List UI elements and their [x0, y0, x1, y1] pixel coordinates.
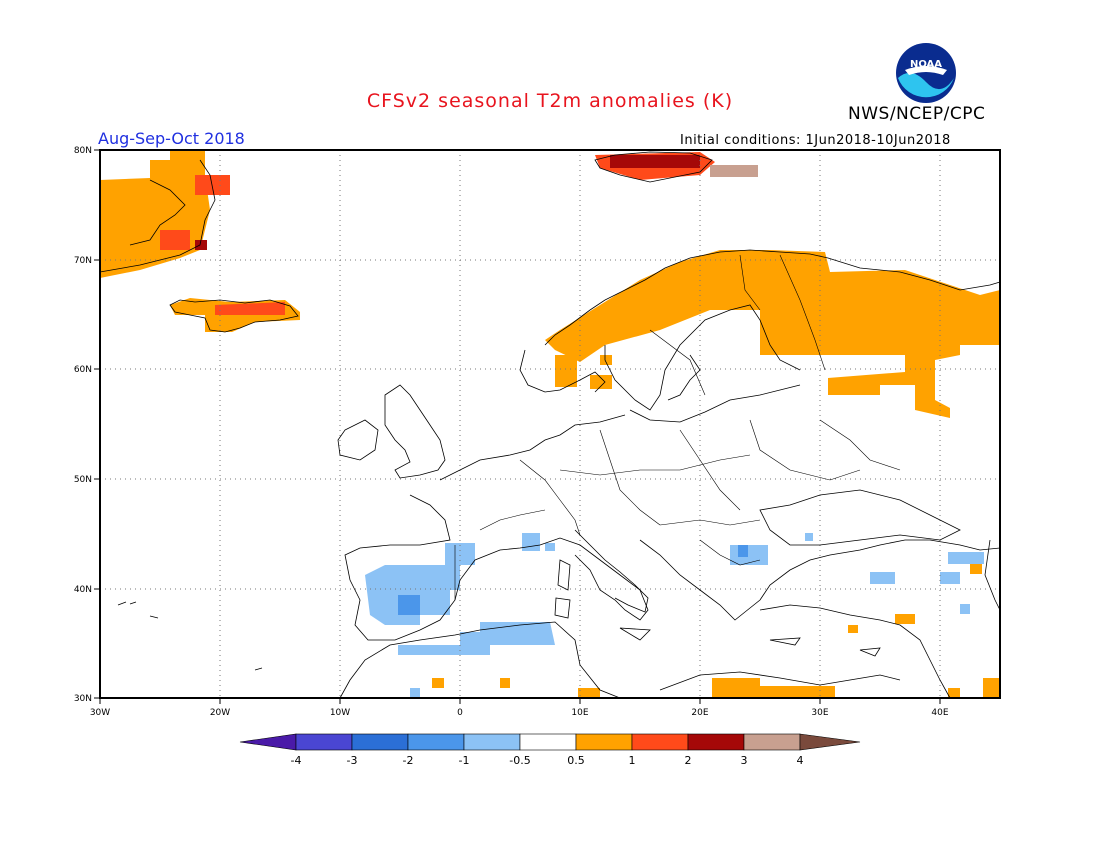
colorbar-label: -2 — [403, 754, 414, 767]
country-borders — [454, 254, 901, 600]
colorbar-label: -0.5 — [509, 754, 530, 767]
lon-label: 10W — [330, 708, 350, 718]
colorbar-label: -3 — [347, 754, 358, 767]
colorbar-label: -1 — [459, 754, 470, 767]
lat-label: 30N — [74, 694, 92, 704]
colorbar-right-arrow — [799, 733, 861, 751]
initial-conditions: Initial conditions: 1Jun2018-10Jun2018 — [680, 133, 951, 148]
map-title: CFSv2 seasonal T2m anomalies (K) — [366, 90, 734, 112]
colorbar-label: 0.5 — [567, 754, 585, 767]
colorbar-segment — [575, 733, 633, 751]
lat-label: 40N — [74, 585, 92, 595]
colorbar-segment — [631, 733, 689, 751]
latitude-labels: 80N 70N 60N 50N 40N 30N — [74, 146, 92, 704]
colorbar-segment — [295, 733, 353, 751]
forecast-period: Aug-Sep-Oct 2018 — [98, 129, 245, 148]
colorbar: -4 -3 -2 -1 -0.5 0.5 1 2 3 4 — [239, 733, 861, 767]
colorbar-segment — [351, 733, 409, 751]
lon-label: 30E — [811, 708, 828, 718]
lon-label: 40E — [931, 708, 948, 718]
colorbar-segment — [463, 733, 521, 751]
colorbar-label: 4 — [797, 754, 804, 767]
lon-label: 10E — [571, 708, 588, 718]
lon-label: 30W — [90, 708, 110, 718]
lon-label: 20E — [691, 708, 708, 718]
colorbar-left-arrow — [239, 733, 297, 751]
lat-label: 70N — [74, 256, 92, 266]
colorbar-label: 3 — [741, 754, 748, 767]
lat-label: 50N — [74, 475, 92, 485]
axis-ticks — [94, 149, 941, 704]
agency-label: NWS/NCEP/CPC — [848, 104, 986, 124]
colorbar-label: 2 — [685, 754, 692, 767]
anomaly-shading — [100, 150, 1000, 698]
noaa-logo-icon: NOAA — [896, 43, 956, 103]
lat-label: 60N — [74, 365, 92, 375]
lon-label: 20W — [210, 708, 230, 718]
colorbar-segment — [743, 733, 801, 751]
colorbar-segment — [407, 733, 465, 751]
logo-text: NOAA — [910, 59, 942, 70]
colorbar-segment — [687, 733, 745, 751]
colorbar-label: -4 — [291, 754, 302, 767]
map-frame — [99, 149, 1001, 699]
lon-label: 0 — [457, 708, 463, 718]
colorbar-segment — [519, 733, 577, 751]
coastlines — [99, 151, 1001, 699]
lat-label: 80N — [74, 146, 92, 156]
colorbar-label: 1 — [629, 754, 636, 767]
map-gridlines — [100, 150, 1000, 698]
longitude-labels: 30W 20W 10W 0 10E 20E 30E 40E — [90, 708, 949, 718]
